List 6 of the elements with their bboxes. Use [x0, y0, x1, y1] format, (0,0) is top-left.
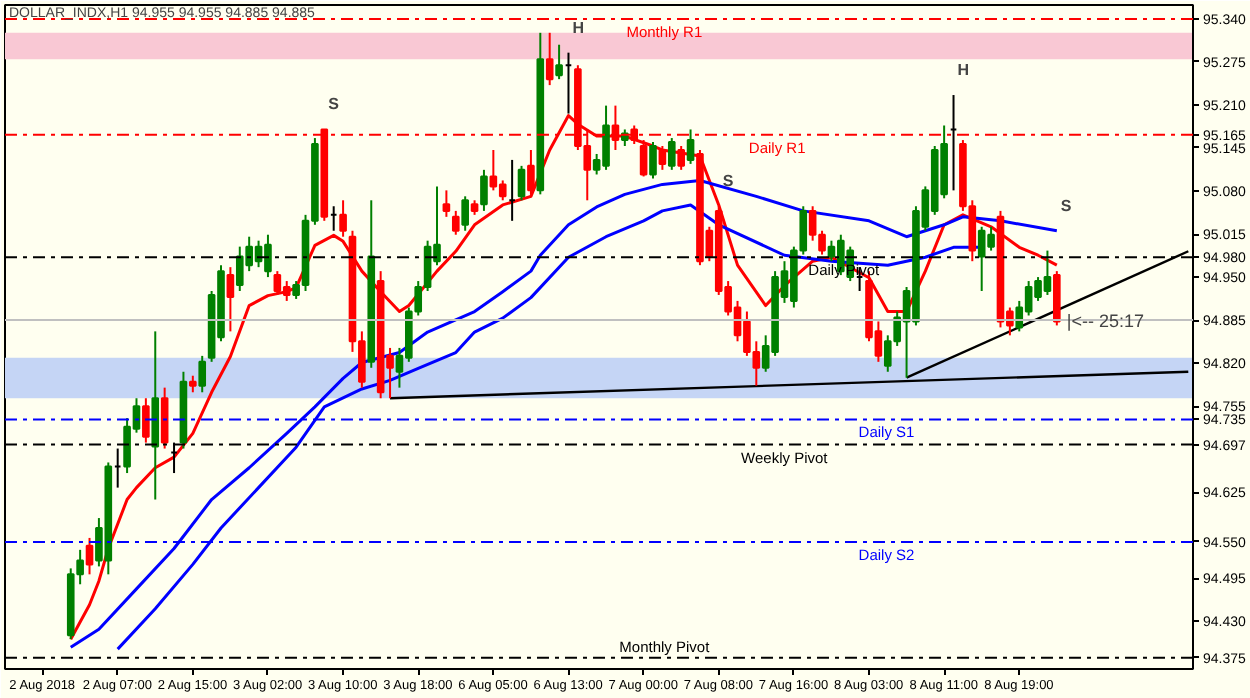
annotation: S	[722, 172, 735, 191]
annotation: S	[328, 95, 341, 114]
annotation: S	[1060, 196, 1073, 215]
annotation: |<-- 25:17	[1066, 311, 1145, 332]
annotation: H	[957, 61, 970, 80]
annotation: H	[572, 18, 585, 37]
